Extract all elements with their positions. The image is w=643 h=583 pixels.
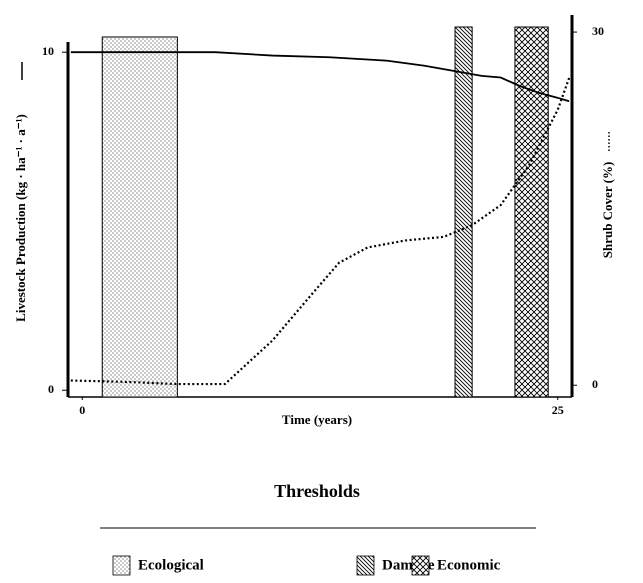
y2-axis-label: Shrub Cover (%) bbox=[600, 162, 615, 259]
legend-title: Thresholds bbox=[274, 481, 360, 501]
x-tick-label: 25 bbox=[552, 403, 564, 417]
series-line bbox=[70, 77, 571, 386]
series-line bbox=[70, 51, 570, 103]
legend-swatch bbox=[112, 555, 131, 576]
legend-swatch bbox=[411, 555, 430, 576]
legend-label: Ecological bbox=[138, 557, 204, 573]
x-tick-label: 0 bbox=[79, 403, 85, 417]
threshold-band bbox=[514, 26, 549, 398]
legend-label: Economic bbox=[437, 557, 501, 573]
threshold-band bbox=[454, 26, 473, 398]
y2-tick-label: 0 bbox=[592, 377, 598, 391]
legend-swatch bbox=[356, 555, 375, 576]
y-tick-label: 10 bbox=[42, 44, 54, 58]
x-axis-label: Time (years) bbox=[282, 412, 352, 427]
y-tick-label: 0 bbox=[48, 382, 54, 396]
threshold-band bbox=[101, 36, 178, 398]
y2-tick-label: 30 bbox=[592, 24, 604, 38]
y-axis-label: Livestock Production (kg · ha⁻¹ · a⁻¹) bbox=[13, 114, 28, 322]
